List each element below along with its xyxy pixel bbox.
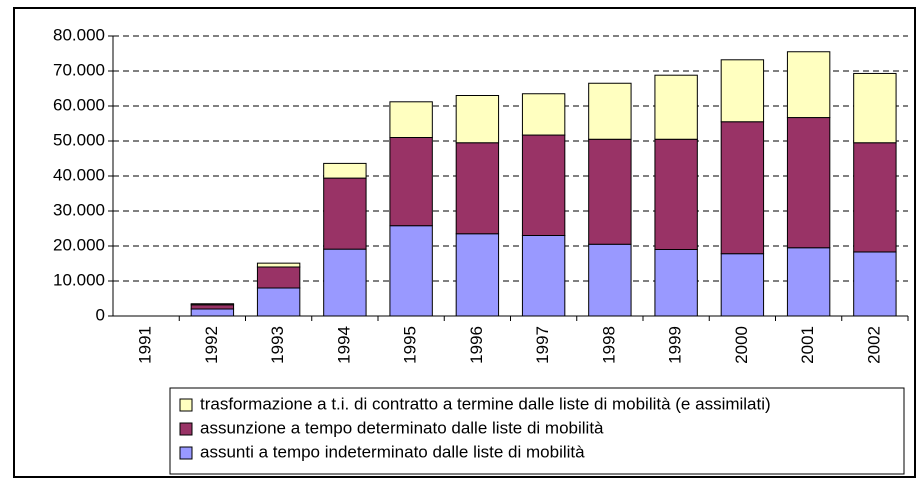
legend-label: assunti a tempo indeterminato dalle list… <box>200 442 585 461</box>
y-tick-label: 80.000 <box>53 25 105 44</box>
bar-segment <box>853 72 897 144</box>
y-tick-label: 30.000 <box>53 200 105 219</box>
bar-segment <box>455 233 500 317</box>
y-tick-label: 50.000 <box>53 130 105 149</box>
bar-segment <box>455 95 500 144</box>
x-tick-label: 1991 <box>136 326 155 364</box>
y-tick-label: 40.000 <box>53 165 105 184</box>
bar-segment <box>786 51 831 119</box>
y-tick-label: 0 <box>96 305 105 324</box>
x-tick-label: 2001 <box>798 326 817 364</box>
bar-segment <box>720 121 765 255</box>
bar-segment <box>521 93 566 136</box>
bar-segment <box>256 262 301 268</box>
chart-border <box>13 7 916 478</box>
bar-segment <box>389 225 433 317</box>
x-tick-label: 1993 <box>268 326 287 364</box>
bar-segment <box>256 287 301 317</box>
bar-segment <box>521 134 566 236</box>
bar-segment <box>786 247 831 317</box>
bar-segment <box>190 303 235 306</box>
bar-segment <box>654 138 698 250</box>
legend-swatch <box>179 446 193 460</box>
x-tick-label: 2002 <box>864 326 883 364</box>
bar-segment <box>190 304 235 310</box>
x-tick-label: 1997 <box>533 326 552 364</box>
legend-swatch <box>179 398 193 412</box>
x-tick-label: 2000 <box>732 326 751 364</box>
bar-segment <box>455 142 500 235</box>
legend-label: assunzione a tempo determinato dalle lis… <box>200 418 604 437</box>
bar-segment <box>323 248 367 317</box>
bar-segment <box>190 308 235 317</box>
y-tick-label: 10.000 <box>53 270 105 289</box>
legend-label: trasformazione a t.i. di contratto a ter… <box>200 394 771 413</box>
bar-segment <box>654 249 698 317</box>
x-tick-label: 1999 <box>666 326 685 364</box>
bar-segment <box>588 243 632 317</box>
bar-segment <box>389 137 433 227</box>
bar-segment <box>256 266 301 289</box>
bar-segment <box>720 59 765 123</box>
x-tick-label: 1992 <box>202 326 221 364</box>
bar-segment <box>853 142 897 253</box>
bar-segment <box>389 101 433 139</box>
bar-segment <box>588 138 632 245</box>
bar-segment <box>323 162 367 179</box>
bar-segment <box>786 117 831 249</box>
bar-segment <box>853 251 897 317</box>
legend-box <box>169 387 905 475</box>
bar-segment <box>521 235 566 317</box>
y-tick-label: 20.000 <box>53 235 105 254</box>
x-tick-label: 1996 <box>467 326 486 364</box>
bar-segment <box>720 253 765 317</box>
y-tick-label: 60.000 <box>53 95 105 114</box>
y-tick-label: 70.000 <box>53 60 105 79</box>
x-tick-label: 1998 <box>599 326 618 364</box>
bar-segment <box>323 177 367 250</box>
x-tick-label: 1995 <box>401 326 420 364</box>
x-tick-label: 1994 <box>334 326 353 364</box>
bar-segment <box>588 82 632 140</box>
legend-swatch <box>179 422 193 436</box>
bar-segment <box>654 74 698 140</box>
